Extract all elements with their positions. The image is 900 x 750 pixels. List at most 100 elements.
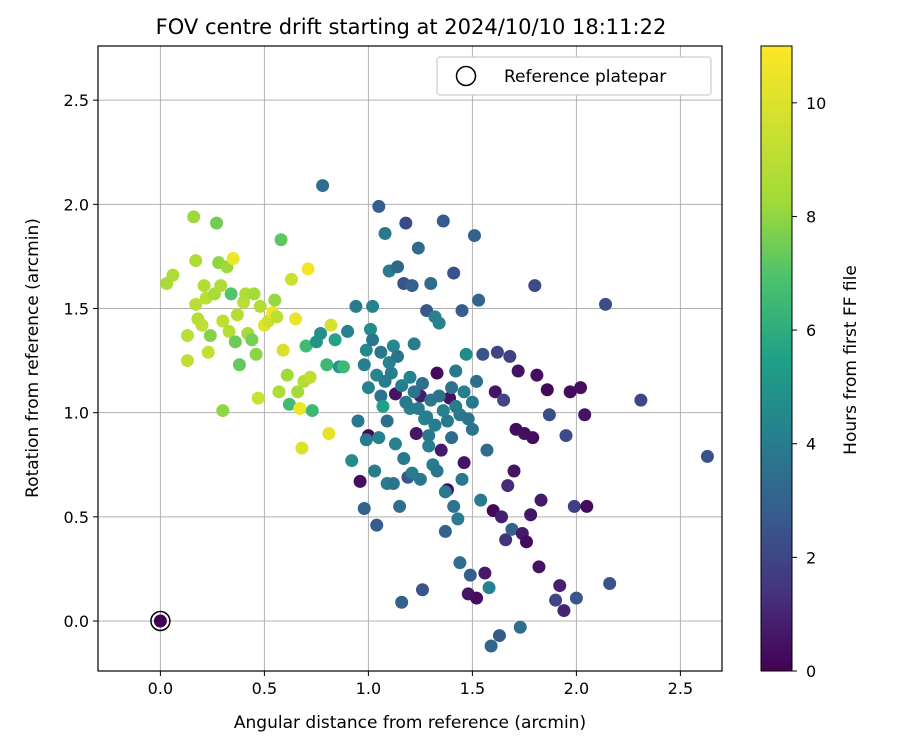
scatter-point — [216, 404, 230, 418]
scatter-point — [222, 324, 236, 338]
scatter-point — [559, 429, 573, 443]
x-tick-label: 1.5 — [460, 679, 485, 698]
scatter-point — [407, 385, 421, 399]
scatter-point — [557, 604, 571, 618]
scatter-point — [351, 414, 365, 428]
scatter-point — [378, 227, 392, 240]
scatter-point — [447, 499, 461, 513]
scatter-point — [634, 393, 648, 407]
scatter-point — [391, 349, 405, 363]
scatter-point — [497, 393, 511, 407]
scatter-point — [341, 324, 355, 338]
y-tick-label: 2.0 — [64, 195, 89, 214]
scatter-point — [484, 639, 498, 653]
scatter-point — [524, 508, 538, 522]
scatter-point — [376, 399, 390, 413]
scatter-point — [438, 485, 452, 499]
scatter-point — [395, 379, 409, 393]
legend-label: Reference platepar — [504, 67, 666, 87]
scatter-point — [345, 454, 359, 468]
colorbar-tick-label: 2 — [806, 548, 816, 567]
scatter-point — [180, 354, 194, 368]
scatter-point — [253, 299, 267, 313]
scatter-point — [434, 443, 448, 457]
scatter-point — [447, 266, 461, 280]
scatter-point — [474, 493, 488, 507]
x-tick-label: 1.0 — [356, 679, 381, 698]
scatter-point — [530, 368, 544, 382]
scatter-point — [249, 347, 263, 361]
scatter-point — [470, 591, 484, 605]
scatter-point — [455, 304, 469, 318]
axis-ticks: 0.0 0.5 1.0 1.5 2.0 2.5 0.0 0.5 1.0 1.5 2.0 2.5 — [64, 91, 694, 698]
scatter-point — [455, 472, 469, 486]
scatter-point — [268, 293, 282, 307]
scatter-point — [324, 318, 338, 332]
scatter-point — [415, 377, 429, 390]
scatter-point — [445, 431, 459, 445]
scatter-point — [476, 347, 490, 361]
scatter-point — [495, 510, 509, 524]
y-tick-label: 0.5 — [64, 508, 89, 527]
scatter-point — [492, 629, 506, 643]
scatter-point — [480, 443, 494, 457]
colorbar-tick-label: 6 — [806, 321, 816, 340]
reference-platepar-marker — [150, 610, 171, 632]
y-tick-label: 2.5 — [64, 91, 89, 110]
scatter-point — [507, 464, 521, 478]
scatter-point — [391, 260, 405, 274]
scatter-point — [430, 464, 444, 478]
scatter-point — [370, 518, 384, 532]
colorbar — [760, 45, 793, 672]
scatter-point — [563, 385, 577, 399]
chart-title: FOV centre drift starting at 2024/10/10 … — [156, 15, 667, 39]
scatter-point — [201, 345, 215, 359]
y-tick-label: 1.5 — [64, 300, 89, 319]
scatter-point — [359, 343, 373, 357]
colorbar-ticks: 0 2 4 6 8 10 — [792, 94, 826, 681]
scatter-point — [393, 499, 407, 513]
scatter-point — [453, 556, 467, 570]
scatter-point — [445, 381, 459, 395]
scatter-point — [599, 297, 613, 311]
scatter-point — [528, 279, 542, 293]
scatter-point — [574, 381, 588, 395]
scatter-point — [451, 512, 465, 526]
scatter-point — [357, 358, 371, 372]
scatter-point — [303, 370, 317, 384]
scatter-point — [403, 370, 417, 384]
scatter-point — [284, 272, 298, 286]
scatter-point — [420, 410, 434, 424]
scatter-point — [380, 414, 394, 428]
scatter-point — [272, 385, 286, 399]
scatter-point — [374, 389, 388, 403]
scatter-point — [361, 381, 375, 395]
scatter-point — [230, 308, 244, 322]
scatter-point — [245, 333, 259, 347]
scatter-point — [386, 477, 400, 490]
scatter-point — [413, 472, 427, 486]
scatter-point — [378, 374, 392, 388]
scatter-point — [432, 316, 446, 330]
scatter-point — [411, 241, 425, 255]
scatter-point — [409, 427, 423, 440]
scatter-point — [482, 581, 496, 595]
scatter-point — [503, 349, 517, 363]
legend: Reference platepar — [436, 56, 712, 96]
scatter-point — [440, 414, 454, 428]
y-tick-label: 1.0 — [64, 404, 89, 423]
scatter-point — [567, 499, 581, 513]
data-points — [150, 179, 714, 653]
scatter-point — [519, 535, 533, 549]
scatter-point — [499, 533, 513, 547]
scatter-point — [372, 199, 386, 213]
scatter-point — [388, 437, 402, 451]
scatter-point — [322, 427, 336, 440]
scatter-point — [251, 391, 265, 405]
colorbar-tick-label: 4 — [806, 435, 816, 454]
scatter-point — [449, 364, 463, 378]
scatter-point — [436, 214, 450, 228]
scatter-point — [457, 385, 471, 399]
x-tick-label: 2.0 — [564, 679, 589, 698]
scatter-point — [424, 277, 438, 290]
